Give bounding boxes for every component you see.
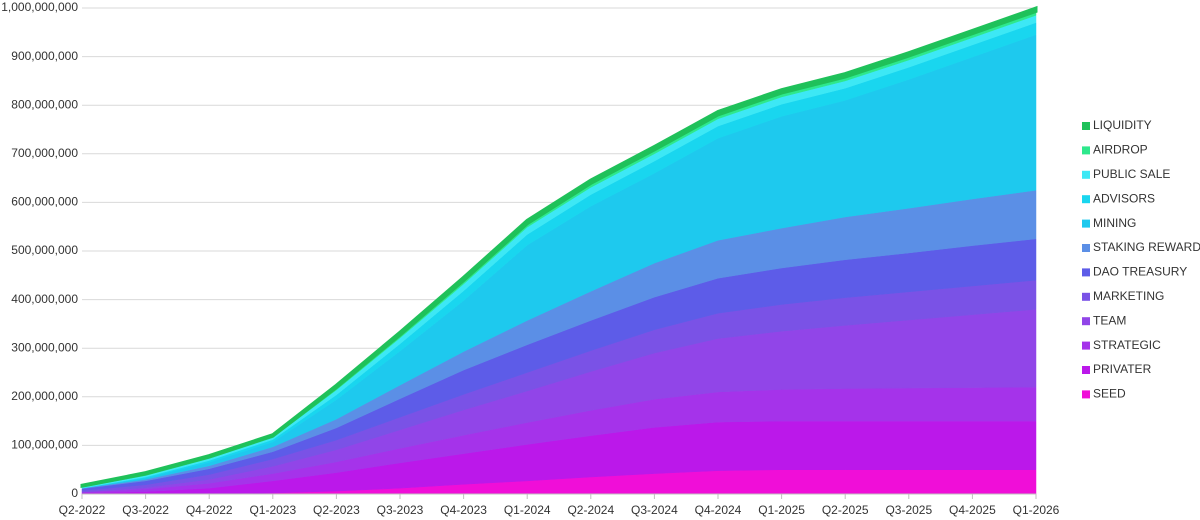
y-tick-label: 1,000,000,000 (1, 0, 78, 14)
x-tick-label: Q3-2022 (122, 503, 169, 517)
x-tick-label: Q1-2023 (249, 503, 296, 517)
legend-swatch (1082, 341, 1090, 350)
legend-label: MARKETING (1093, 289, 1164, 303)
legend-label: STRATEGIC (1093, 338, 1161, 352)
x-tick-label: Q1-2026 (1013, 503, 1060, 517)
legend-swatch (1082, 170, 1090, 179)
legend-label: MINING (1093, 216, 1136, 230)
x-tick-label: Q4-2025 (949, 503, 996, 517)
x-tick-label: Q4-2023 (440, 503, 487, 517)
legend-label: ADVISORS (1093, 191, 1155, 205)
y-tick-label: 700,000,000 (11, 146, 78, 160)
legend-swatch (1082, 146, 1090, 155)
x-tick-label: Q1-2025 (758, 503, 805, 517)
legend-swatch (1082, 292, 1090, 301)
y-tick-label: 400,000,000 (11, 292, 78, 306)
x-tick-label: Q2-2024 (567, 503, 614, 517)
legend-swatch (1082, 317, 1090, 326)
y-tick-label: 200,000,000 (11, 389, 78, 403)
legend-swatch (1082, 219, 1090, 228)
area (80, 5, 1038, 489)
legend-swatch (1082, 268, 1090, 277)
legend-swatch (1082, 122, 1090, 130)
x-tick-label: Q1-2024 (504, 503, 551, 517)
x-tick-label: Q3-2023 (377, 503, 424, 517)
legend-swatch (1082, 195, 1090, 204)
y-tick-label: 900,000,000 (11, 49, 78, 63)
y-tick-label: 100,000,000 (11, 438, 78, 452)
y-tick-label: 0 (71, 486, 78, 500)
x-tick-label: Q2-2022 (59, 503, 106, 517)
legend-label: TEAM (1093, 313, 1126, 327)
x-tick-label: Q3-2025 (885, 503, 932, 517)
legend-swatch (1082, 366, 1090, 374)
x-tick-label: Q3-2024 (631, 503, 678, 517)
legend-swatch (1082, 244, 1090, 252)
x-tick-label: Q4-2022 (186, 503, 233, 517)
x-tick-label: Q4-2024 (695, 503, 742, 517)
x-tick-label: Q2-2023 (313, 503, 360, 517)
legend-label: AIRDROP (1093, 143, 1148, 157)
legend-label: SEED (1093, 387, 1126, 401)
y-tick-label: 800,000,000 (11, 97, 78, 111)
legend-label: PRIVATER (1093, 362, 1152, 376)
legend-swatch (1082, 390, 1090, 399)
legend-label: PUBLIC SALE (1093, 167, 1170, 181)
legend-label: LIQUIDITY (1093, 118, 1152, 132)
legend-label: STAKING REWARDS (1093, 240, 1200, 254)
x-tick-label: Q2-2025 (822, 503, 869, 517)
y-tick-label: 300,000,000 (11, 340, 78, 354)
legend-label: DAO TREASURY (1093, 265, 1187, 279)
y-tick-label: 600,000,000 (11, 195, 78, 209)
y-tick-label: 500,000,000 (11, 243, 78, 257)
